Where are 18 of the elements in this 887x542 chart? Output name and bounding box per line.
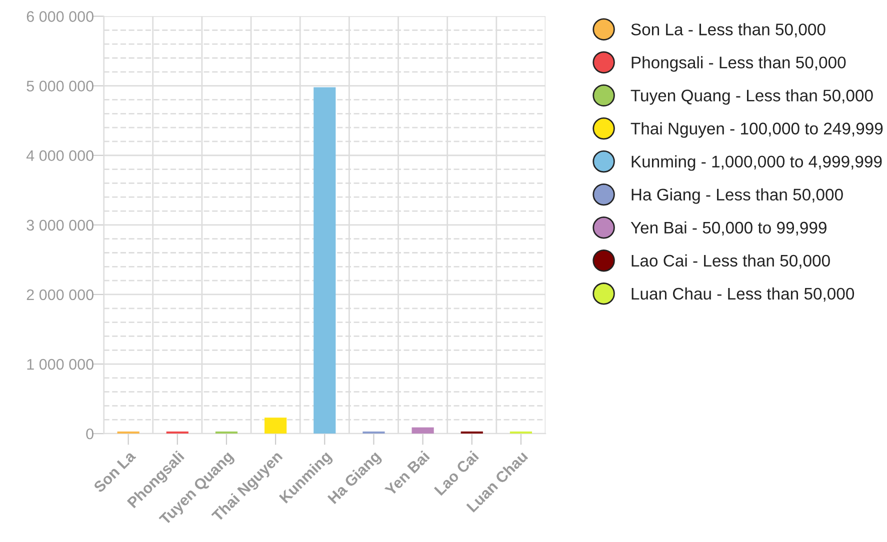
y-tick-label: 1 000 000 [27, 358, 94, 370]
legend-label: Ha Giang - Less than 50,000 [632, 188, 843, 204]
y-tick-label: 4 000 000 [26, 150, 94, 162]
y-tick-label: 0 [86, 428, 94, 440]
y-tick-label: 2 000 000 [26, 289, 94, 300]
legend-label: Luan Chau - Less than 50,000 [632, 287, 854, 302]
x-tick-label: Lao Cai [434, 450, 480, 496]
legend-label: Phongsali - Less than 50,000 [632, 56, 846, 72]
y-tick-label: 6 000 000 [26, 11, 94, 22]
legend-label: Tuyen Quang - Less than 50,000 [630, 89, 873, 105]
x-tick-label: Yen Bai [384, 450, 430, 496]
legend-label: Yen Bai - 50,000 to 99,999 [630, 221, 826, 236]
legend-label: Son La - Less than 50,000 [631, 23, 826, 38]
legend-label: Lao Cai - Less than 50,000 [632, 254, 830, 269]
y-tick-label: 3 000 000 [26, 220, 94, 231]
legend-label: Thai Nguyen - 100,000 to 249,999 [630, 122, 883, 138]
legend-label: Kunming - 1,000,000 to 4,999,999 [632, 155, 882, 171]
y-tick-label: 5 000 000 [26, 80, 94, 92]
